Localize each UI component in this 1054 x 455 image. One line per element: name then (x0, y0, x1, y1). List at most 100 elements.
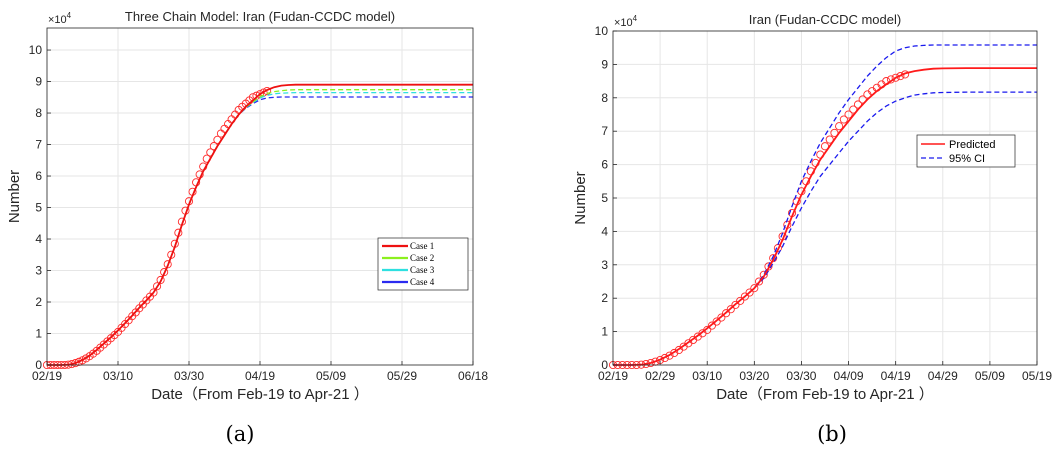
y-exponent-label: ×104 (614, 14, 638, 29)
y-axis-label: Number (572, 171, 589, 224)
x-tick-label: 02/29 (645, 369, 675, 383)
y-exponent-label: ×104 (48, 11, 72, 26)
observed-point (839, 115, 848, 124)
observed-point (717, 313, 726, 322)
observed-point (703, 325, 712, 334)
chart-panel-b: 02/19 02/29 03/10 03/20 03/30 04/09 04/19 04/29… (572, 12, 1052, 446)
y-exponent-power: 4 (67, 11, 72, 20)
observed-point (754, 277, 764, 286)
observed-point (750, 284, 759, 293)
observed-point (736, 296, 745, 305)
y-tick-label: 6 (35, 169, 42, 183)
observed-point (726, 305, 735, 314)
x-tick-label: 04/29 (928, 369, 958, 383)
series-line-case-1 (47, 83, 473, 366)
x-axis: 02/19 02/29 03/10 03/20 03/30 04/09 04/19 04/29… (598, 361, 1052, 383)
x-tick-label: 04/19 (245, 369, 275, 383)
x-tick-label: 03/30 (174, 369, 204, 383)
y-tick-label: 4 (601, 224, 608, 238)
observed-point (152, 282, 162, 291)
y-axis: 0 1 2 3 4 5 6 7 8 9 10 (29, 43, 51, 372)
x-tick-label: 05/19 (1022, 369, 1052, 383)
legend-label: Predicted (949, 139, 995, 151)
y-exponent-base: ×10 (614, 17, 633, 29)
observed-point (731, 300, 740, 309)
observed-point (156, 275, 165, 285)
y-tick-label: 4 (35, 232, 42, 246)
x-tick-label: 06/18 (458, 369, 488, 383)
y-tick-label: 6 (601, 158, 608, 172)
observed-point (149, 288, 158, 297)
chart-panel-a: 02/19 03/10 03/30 04/19 05/09 05/29 06/18 0 1 2 3 4… (6, 9, 488, 446)
y-tick-label: 0 (35, 358, 42, 372)
legend: Case 1 Case 2 Case 3 Case 4 (377, 237, 469, 291)
panel-caption: (b) (817, 422, 847, 446)
observed-point (665, 351, 674, 360)
x-tick-label: 04/09 (834, 369, 864, 383)
y-exponent-power: 4 (633, 14, 638, 23)
observed-point (712, 317, 721, 326)
x-tick-label: 02/19 (32, 369, 62, 383)
observed-point (740, 292, 749, 301)
observed-point (74, 357, 83, 366)
chart-title: Iran (Fudan-CCDC model) (749, 12, 901, 27)
observed-point (764, 262, 773, 271)
observed-point (707, 321, 716, 330)
legend-box (916, 134, 1016, 168)
legend-label: Case 1 (410, 241, 434, 251)
observed-point (891, 73, 900, 82)
x-axis: 02/19 03/10 03/30 04/19 05/09 05/29 06/18 (32, 361, 488, 383)
x-tick-label: 03/10 (692, 369, 722, 383)
series-lines (613, 44, 1037, 366)
x-axis-label: Date（From Feb-19 to Apr-21 ） (716, 386, 934, 403)
x-tick-label: 05/09 (316, 369, 346, 383)
y-exponent-base: ×10 (48, 14, 67, 26)
y-tick-label: 5 (601, 191, 608, 205)
observed-point (263, 86, 272, 96)
observed-point (670, 348, 679, 358)
y-tick-label: 10 (595, 24, 609, 38)
y-axis: 0 1 2 3 4 5 6 7 8 9 10 (595, 24, 617, 372)
x-tick-label: 03/10 (103, 369, 133, 383)
observed-point (722, 309, 731, 318)
legend-label: 95% CI (949, 153, 985, 165)
x-tick-label: 03/20 (739, 369, 769, 383)
y-tick-label: 0 (601, 358, 608, 372)
x-tick-label: 02/19 (598, 369, 628, 383)
y-tick-label: 3 (601, 258, 608, 272)
x-tick-label: 04/19 (881, 369, 911, 383)
y-tick-label: 10 (29, 43, 43, 57)
y-tick-label: 9 (35, 75, 42, 89)
x-tick-label: 03/30 (786, 369, 816, 383)
y-tick-label: 1 (601, 325, 608, 339)
chart-title: Three Chain Model: Iran (Fudan-CCDC mode… (125, 9, 395, 24)
series-lines (47, 83, 473, 366)
panel-caption: (a) (226, 422, 255, 446)
observed-point (745, 288, 754, 297)
y-tick-label: 2 (601, 291, 608, 305)
y-tick-label: 1 (35, 327, 42, 341)
y-tick-label: 2 (35, 295, 42, 309)
x-tick-label: 05/29 (387, 369, 417, 383)
observed-point (660, 353, 669, 363)
legend-label: Case 4 (410, 277, 435, 287)
x-tick-label: 05/09 (975, 369, 1005, 383)
observed-point (896, 72, 905, 81)
legend-label: Case 2 (410, 253, 434, 263)
x-axis-label: Date（From Feb-19 to Apr-21 ） (151, 386, 369, 403)
gridlines (612, 30, 1038, 366)
legend: Predicted 95% CI (916, 134, 1016, 168)
series-line-predicted (613, 67, 1037, 366)
y-tick-label: 8 (601, 91, 608, 105)
y-tick-label: 8 (35, 106, 42, 120)
observed-point (769, 254, 778, 263)
y-tick-label: 5 (35, 201, 42, 215)
observed-point (835, 122, 844, 131)
observed-point (844, 110, 853, 119)
y-tick-label: 9 (601, 57, 608, 71)
y-tick-label: 7 (601, 124, 608, 138)
y-tick-label: 7 (35, 138, 42, 152)
y-tick-label: 3 (35, 264, 42, 278)
legend-label: Case 3 (410, 265, 435, 275)
